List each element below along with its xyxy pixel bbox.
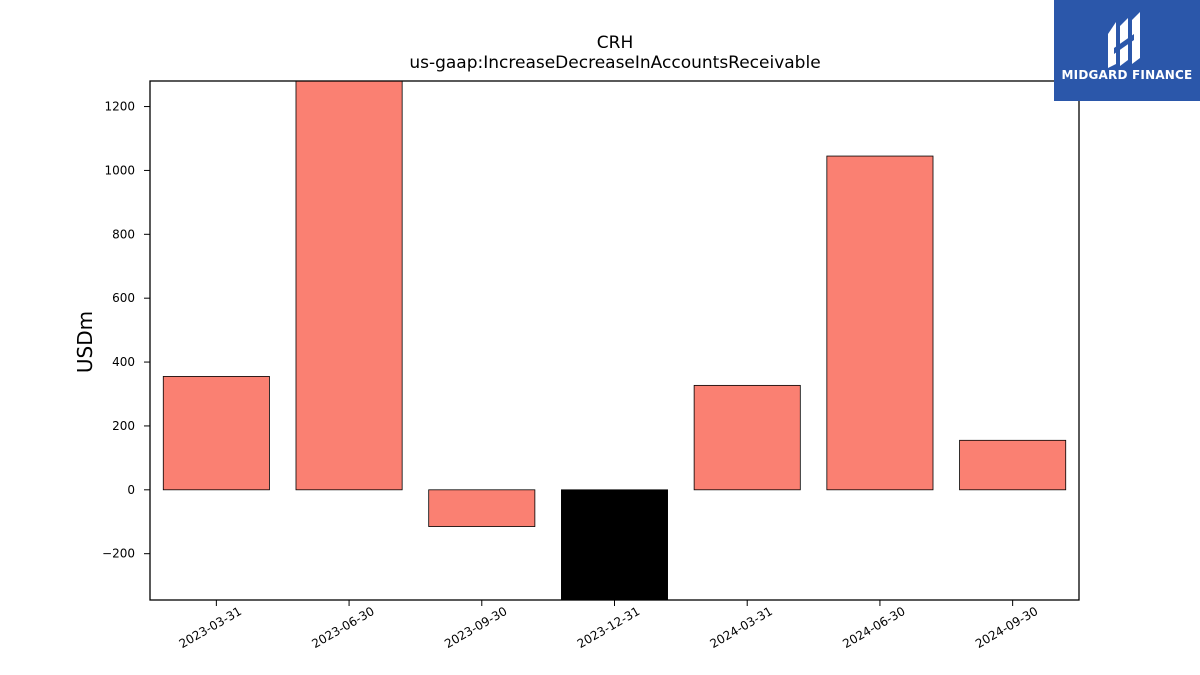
bar-2023-03-31 (162, 376, 270, 491)
x-tick-label: 2024-03-31 (708, 604, 775, 651)
bar-2023-09-30 (428, 489, 536, 527)
chart-subtitle: us-gaap:IncreaseDecreaseInAccountsReceiv… (409, 53, 820, 73)
plot-area-frame (149, 80, 1080, 601)
y-axis-label: USDm (73, 311, 97, 373)
x-tick-label: 2023-06-30 (309, 604, 376, 651)
bar-2023-06-30 (295, 80, 403, 491)
x-tick-label: 2023-09-30 (442, 604, 509, 651)
x-tick-label: 2024-06-30 (840, 604, 907, 651)
y-tick-label: 400 (112, 355, 135, 369)
y-tick-label: 800 (112, 227, 135, 241)
y-tick-label: 600 (112, 291, 135, 305)
midgard-finance-logo: MIDGARD FINANCE (1054, 0, 1200, 101)
x-tick-label: 2024-09-30 (973, 604, 1040, 651)
y-tick-label: 1200 (104, 100, 135, 114)
x-tick-label: 2023-12-31 (575, 604, 642, 651)
bar-2023-12-31 (561, 489, 668, 601)
chart-title: CRH (597, 33, 633, 53)
bar-2024-06-30 (826, 155, 934, 491)
midgard-logo-icon (1108, 12, 1140, 68)
y-tick-label: 1000 (104, 163, 135, 177)
x-tick-label: 2023-03-31 (177, 604, 244, 651)
bar-2024-03-31 (693, 384, 801, 491)
y-tick-label: 200 (112, 419, 135, 433)
logo-text: MIDGARD FINANCE (1061, 68, 1193, 82)
y-tick-label: 0 (127, 483, 135, 497)
y-tick-label: −200 (102, 547, 135, 561)
bar-2024-09-30 (959, 439, 1067, 491)
